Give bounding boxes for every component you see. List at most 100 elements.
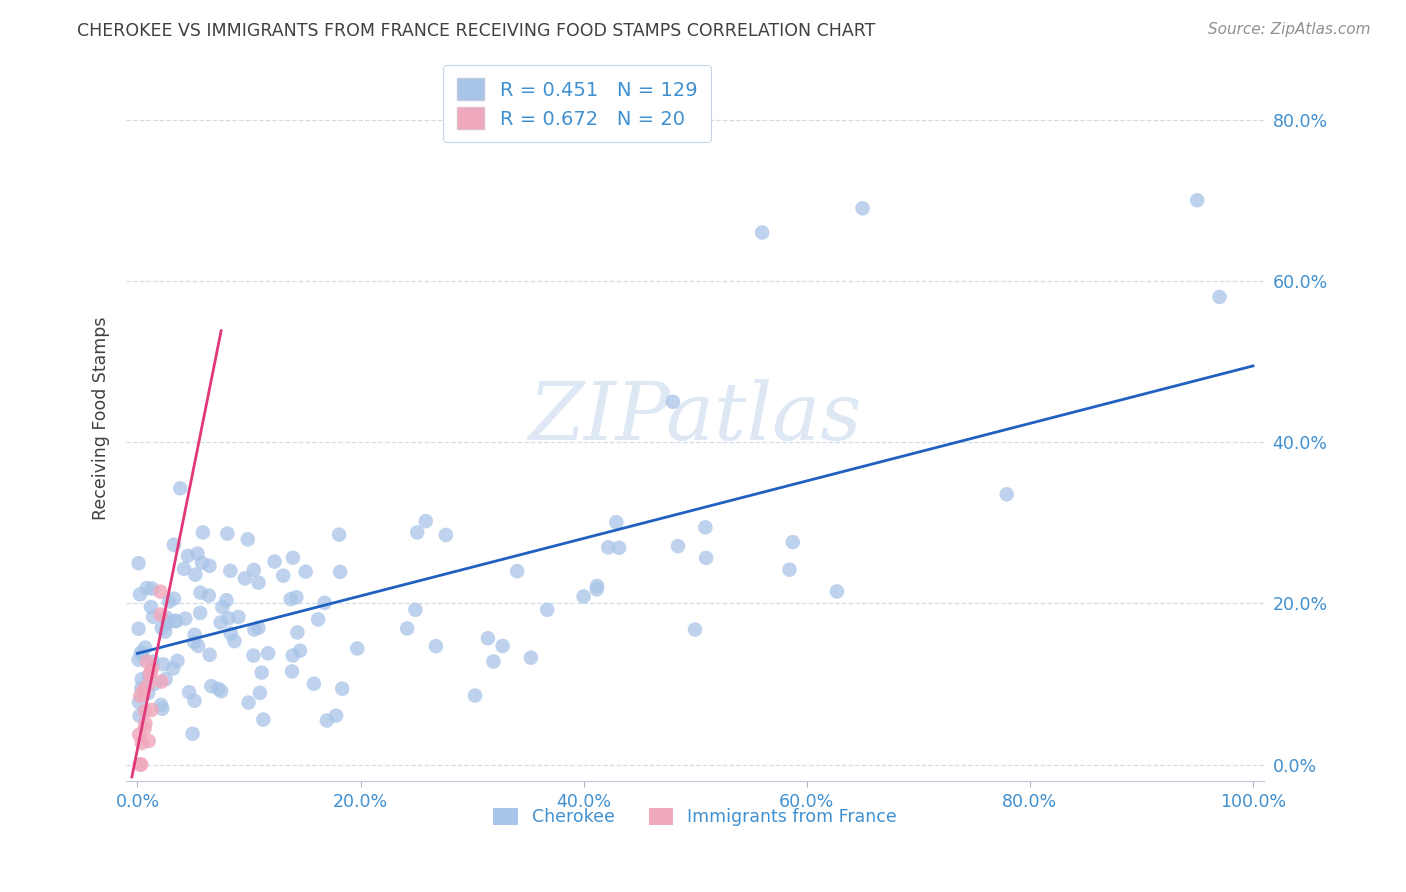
Point: [662, 394, 685, 409]
Point: [325, 708, 347, 723]
Point: [134, 640, 156, 655]
Point: [150, 698, 173, 712]
Point: [162, 661, 184, 675]
Point: [132, 686, 155, 700]
Point: [143, 676, 166, 690]
Point: [136, 655, 159, 669]
Point: [683, 623, 706, 637]
Point: [404, 603, 426, 617]
Point: [281, 550, 304, 565]
Point: [211, 600, 233, 615]
Point: [142, 609, 165, 624]
Point: [995, 487, 1018, 501]
Point: [434, 528, 457, 542]
Point: [128, 556, 150, 570]
Point: [294, 565, 316, 579]
Point: [139, 599, 162, 614]
Point: [243, 563, 266, 577]
Point: [406, 525, 429, 540]
Point: [252, 713, 274, 727]
Point: [285, 625, 308, 640]
Point: [257, 646, 280, 660]
Point: [271, 568, 294, 582]
Point: [585, 582, 607, 597]
Point: [156, 615, 179, 629]
Point: [200, 679, 222, 693]
Point: [157, 594, 180, 608]
Point: [166, 654, 188, 668]
Point: [330, 681, 353, 696]
Point: [207, 681, 229, 696]
Point: [233, 571, 256, 585]
Point: [138, 669, 160, 683]
Legend: Cherokee, Immigrants from France: Cherokee, Immigrants from France: [494, 808, 897, 826]
Point: [281, 648, 304, 663]
Point: [607, 541, 630, 555]
Point: [288, 643, 311, 657]
Point: [128, 695, 150, 709]
Point: [187, 639, 209, 653]
Point: [328, 527, 350, 541]
Point: [520, 650, 543, 665]
Point: [136, 686, 159, 700]
Point: [129, 646, 152, 660]
Point: [281, 665, 304, 679]
Point: [131, 736, 153, 750]
Point: [141, 582, 163, 596]
Point: [415, 514, 437, 528]
Point: [209, 684, 232, 698]
Point: [280, 592, 302, 607]
Point: [779, 563, 801, 577]
Point: [224, 634, 246, 648]
Point: [183, 635, 205, 649]
Point: [177, 685, 200, 699]
Point: [586, 579, 609, 593]
Text: CHEROKEE VS IMMIGRANTS FROM FRANCE RECEIVING FOOD STAMPS CORRELATION CHART: CHEROKEE VS IMMIGRANTS FROM FRANCE RECEI…: [77, 22, 876, 40]
Point: [181, 727, 204, 741]
Point: [198, 648, 221, 662]
Point: [174, 611, 197, 625]
Point: [285, 591, 308, 605]
Point: [155, 624, 177, 639]
Point: [138, 677, 160, 691]
Point: [149, 584, 172, 599]
Point: [139, 666, 162, 681]
Point: [236, 533, 259, 547]
Point: [191, 525, 214, 540]
Point: [187, 547, 209, 561]
Point: [131, 672, 153, 686]
Point: [156, 615, 179, 630]
Point: [155, 610, 177, 624]
Point: [249, 686, 271, 700]
Point: [155, 672, 177, 686]
Point: [131, 648, 153, 662]
Point: [695, 520, 717, 534]
Point: [197, 589, 219, 603]
Point: [851, 202, 873, 216]
Point: [165, 614, 187, 628]
Point: [132, 683, 155, 698]
Point: [128, 653, 150, 667]
Point: [302, 676, 325, 690]
Point: [219, 626, 242, 640]
Point: [139, 665, 162, 680]
Point: [250, 665, 273, 680]
Point: [183, 694, 205, 708]
Point: [198, 558, 221, 573]
Point: [141, 661, 163, 675]
Point: [150, 674, 173, 689]
Point: [134, 722, 156, 736]
Point: [141, 703, 163, 717]
Point: [536, 603, 558, 617]
Point: [346, 641, 368, 656]
Y-axis label: Receiving Food Stamps: Receiving Food Stamps: [93, 316, 110, 520]
Point: [695, 551, 717, 566]
Point: [217, 526, 239, 541]
Point: [150, 701, 173, 715]
Point: [666, 539, 689, 553]
Point: [396, 622, 419, 636]
Point: [217, 611, 239, 625]
Point: [247, 575, 270, 590]
Point: [492, 639, 515, 653]
Point: [209, 615, 232, 630]
